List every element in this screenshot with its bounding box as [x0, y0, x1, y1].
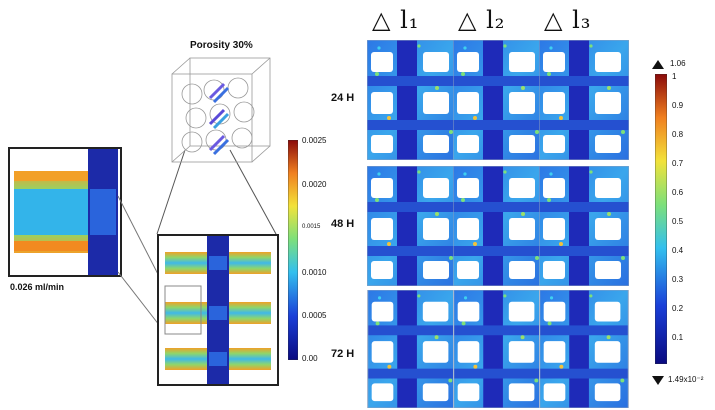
strain-tick: 0.7 — [672, 159, 684, 168]
strain-tick: 0.2 — [672, 304, 684, 313]
column-header-delta-l1: △ l₁ — [372, 6, 420, 34]
strain-map-24h-l3 — [539, 40, 629, 160]
porosity-label: Porosity 30% — [190, 40, 253, 51]
row-label-48h: 48 H — [331, 218, 355, 230]
strain-map-24h-l2 — [453, 40, 543, 160]
column-header-delta-l3: △ l₃ — [544, 6, 592, 34]
zoom-panel — [8, 147, 122, 277]
flow-rate-label: 0.026 ml/min — [10, 282, 65, 292]
velocity-tick: 0.0025 — [302, 136, 327, 145]
velocity-tick: 0.0015 — [302, 224, 321, 230]
strain-tick: 0.1 — [672, 333, 684, 342]
velocity-tick: 0.0010 — [302, 268, 327, 277]
center-flow-field — [164, 236, 271, 384]
row-label-24h: 24 H — [331, 92, 355, 104]
strain-map-48h-l1 — [367, 166, 457, 286]
strain-tick: 0.9 — [672, 101, 684, 110]
scaffold-3d-illustration — [171, 57, 271, 163]
strain-colorbar — [655, 74, 667, 364]
strain-tick: 0.4 — [672, 246, 684, 255]
column-header-delta-l2: △ l₂ — [458, 6, 506, 34]
strain-map-48h-l2 — [453, 166, 543, 286]
strain-tick: 1 — [672, 72, 677, 81]
strain-map-72h-l1 — [367, 290, 457, 410]
strain-map-72h-l2 — [453, 290, 543, 410]
zoom-flow-field — [10, 149, 120, 275]
velocity-tick: 0.00 — [302, 354, 318, 363]
velocity-tick: 0.0020 — [302, 180, 327, 189]
strain-map-72h-l3 — [539, 290, 629, 410]
strain-min-label: 1.49x10⁻² — [668, 375, 704, 384]
strain-max-label: 1.06 — [670, 59, 686, 68]
min-arrow-icon — [652, 376, 664, 385]
center-cross-section — [157, 234, 279, 386]
strain-tick: 0.8 — [672, 130, 684, 139]
velocity-tick: 0.0005 — [302, 311, 327, 320]
strain-tick: 0.5 — [672, 217, 684, 226]
row-label-72h: 72 H — [331, 348, 355, 360]
strain-map-48h-l3 — [539, 166, 629, 286]
strain-tick: 0.6 — [672, 188, 684, 197]
max-arrow-icon — [652, 60, 664, 69]
velocity-colorbar — [288, 140, 298, 360]
strain-map-24h-l1 — [367, 40, 457, 160]
strain-tick: 0.3 — [672, 275, 684, 284]
